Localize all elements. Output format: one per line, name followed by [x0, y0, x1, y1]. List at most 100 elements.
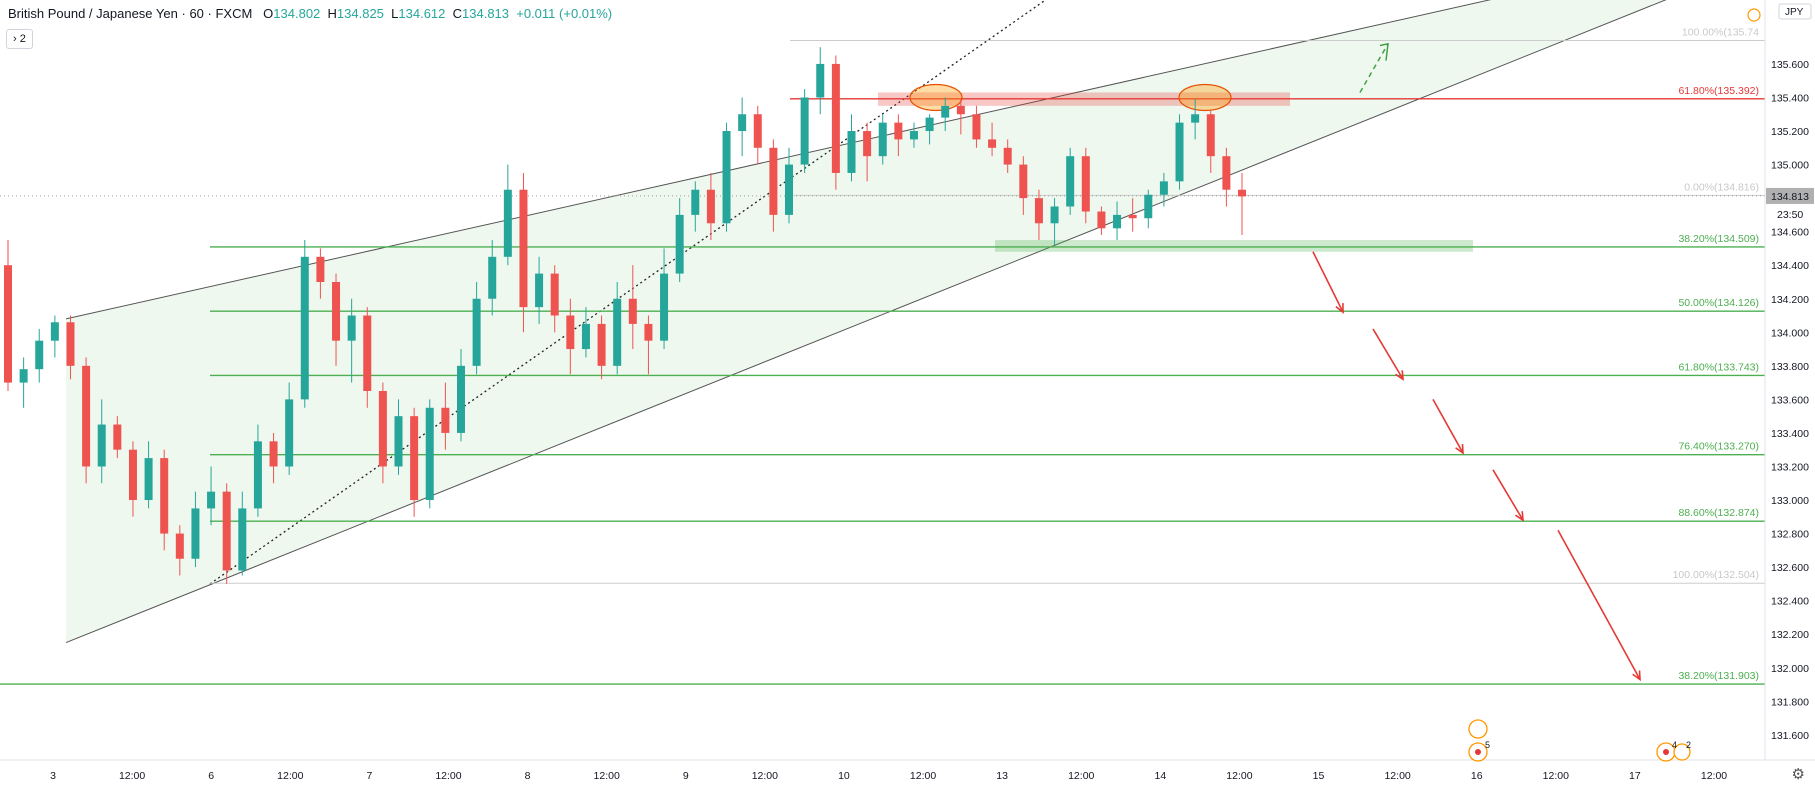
- candle-body: [941, 105, 950, 118]
- symbol-name: British Pound / Japanese Yen: [8, 6, 178, 21]
- candle: [956, 99, 965, 135]
- arrow-shaft: [1372, 328, 1404, 380]
- candle-body: [1081, 156, 1090, 212]
- fib-label: 0.00%(134.816): [1684, 181, 1759, 193]
- candle: [972, 105, 981, 148]
- candle: [82, 357, 91, 484]
- candle: [410, 407, 419, 517]
- candle: [628, 265, 637, 350]
- dotted-trendline: [209, 0, 1047, 585]
- candle: [269, 432, 278, 484]
- candle: [19, 357, 28, 408]
- candle: [925, 114, 934, 145]
- candle-body: [410, 416, 419, 501]
- candle-body: [800, 97, 809, 165]
- fib-label: 100.00%(135.74: [1682, 26, 1759, 38]
- candle: [191, 491, 200, 568]
- high-label: H: [327, 6, 337, 21]
- candle-body: [1206, 114, 1215, 157]
- time-tick-label: 12:00: [1701, 770, 1727, 782]
- collapse-indicators-button[interactable]: › 2: [6, 29, 33, 49]
- event-marker[interactable]: 5: [1468, 719, 1490, 762]
- event-dot-icon[interactable]: [1673, 743, 1691, 761]
- candle-body: [535, 273, 544, 308]
- price-tick-label: 135.600: [1771, 59, 1809, 71]
- candle: [660, 248, 669, 350]
- time-tick-label: 6: [208, 770, 214, 782]
- candle: [50, 315, 59, 358]
- candle-body: [550, 273, 559, 316]
- candle: [378, 382, 387, 484]
- candle: [285, 382, 294, 475]
- time-tick-label: 12:00: [119, 770, 145, 782]
- candle: [456, 349, 465, 442]
- candle: [1191, 99, 1200, 140]
- time-tick-label: 12:00: [277, 770, 303, 782]
- candle-body: [207, 491, 216, 509]
- candle: [253, 424, 262, 517]
- candle-body: [503, 189, 512, 257]
- candle: [800, 89, 809, 173]
- candle: [519, 172, 528, 333]
- gear-icon[interactable]: ⚙: [1791, 766, 1805, 783]
- channel-upper-line: [65, 0, 1492, 320]
- highlight-zones: [878, 83, 1473, 252]
- candle-body: [597, 323, 606, 366]
- price-tick-label: 132.200: [1771, 629, 1809, 641]
- arrow-head: [1395, 370, 1404, 381]
- candle-body: [394, 416, 403, 467]
- arrow-shaft: [1492, 469, 1524, 521]
- price-axis-bg: [1765, 0, 1815, 789]
- candle-body: [253, 441, 262, 509]
- candle-body: [1144, 194, 1153, 219]
- candle-body: [191, 508, 200, 559]
- exchange-label: FXCM: [215, 6, 253, 21]
- candle-body: [660, 273, 669, 341]
- ascending-channel: [65, 0, 1667, 644]
- fib-label: 76.40%(133.270): [1678, 441, 1759, 453]
- candle-body: [956, 105, 965, 115]
- fib-label: 50.00%(134.126): [1678, 297, 1759, 309]
- candle-body: [1159, 181, 1168, 195]
- candle-body: [472, 298, 481, 366]
- candle: [706, 172, 715, 241]
- time-tick-label: 12:00: [1226, 770, 1252, 782]
- candle: [1144, 189, 1153, 229]
- candle-body: [456, 365, 465, 433]
- fib-label: 38.20%(131.903): [1678, 670, 1759, 682]
- candle-body: [19, 369, 28, 383]
- candle: [1081, 147, 1090, 224]
- change-value: +0.011 (+0.01%): [516, 6, 613, 21]
- candle-body: [332, 281, 341, 341]
- candle-body: [441, 407, 450, 433]
- alert-icon[interactable]: [1747, 8, 1761, 22]
- time-axis-bg: [0, 760, 1815, 789]
- candle-body: [97, 424, 106, 467]
- candle-body: [738, 114, 747, 132]
- candle: [222, 483, 231, 584]
- candle-body: [238, 508, 247, 571]
- candle: [831, 55, 840, 190]
- candle: [691, 181, 700, 232]
- low-label: L: [391, 6, 399, 21]
- down-arrow: [1312, 251, 1344, 314]
- fibonacci-levels: 100.00%(135.74 61.80%(135.392) 0.00%(134.8…: [0, 26, 1765, 685]
- candle: [1113, 201, 1122, 241]
- candle: [738, 97, 747, 157]
- candle-body: [175, 533, 184, 559]
- candle-body: [581, 323, 590, 350]
- close-label: C: [452, 6, 463, 21]
- candle: [535, 256, 544, 324]
- candle: [722, 122, 731, 232]
- time-axis[interactable]: 3 12:00 6 12:00 7 12:00 8 12:00 9 12:00 10 12:00 13 1…: [0, 759, 1815, 789]
- price-axis[interactable]: 135.600135.400135.200135.000134.800134.6…: [1747, 0, 1815, 789]
- candle: [1128, 198, 1137, 232]
- candle-body: [785, 164, 794, 215]
- candle: [1034, 189, 1043, 241]
- price-tick-label: 135.400: [1771, 92, 1809, 104]
- globe-icon[interactable]: [1468, 719, 1488, 739]
- candle-body: [363, 315, 372, 391]
